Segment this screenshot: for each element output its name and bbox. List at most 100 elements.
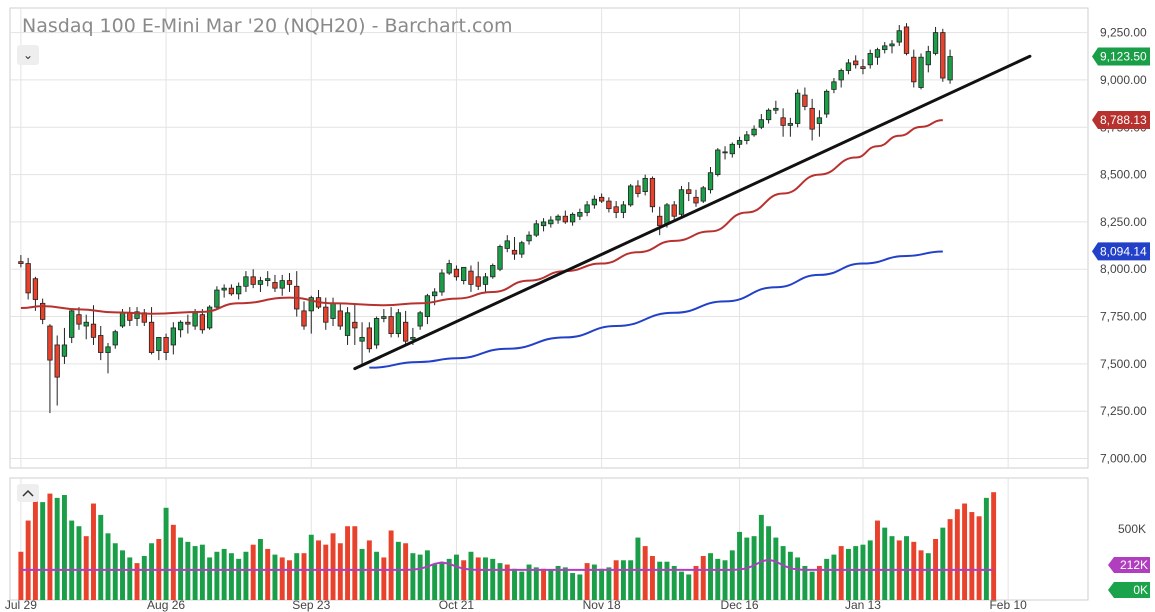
volume-bar: [911, 541, 917, 600]
candle-body: [134, 311, 140, 319]
y-tick-label: 7,250.00: [1100, 404, 1147, 418]
price-tag-text: 8,094.14: [1100, 244, 1147, 258]
volume-bar: [330, 533, 336, 600]
volume-bar: [766, 526, 772, 600]
volume-collapse-button[interactable]: [17, 484, 39, 502]
candle-body: [787, 123, 794, 126]
candle-body: [845, 62, 852, 71]
candle-body: [323, 306, 329, 323]
volume-bar: [751, 536, 757, 600]
volume-bar: [664, 561, 670, 600]
candle-body: [330, 302, 336, 319]
candle-body: [228, 287, 235, 295]
x-tick-label: Sep 23: [292, 598, 330, 612]
candle-body: [265, 278, 271, 281]
candle-body: [148, 321, 155, 353]
candle-body: [896, 30, 902, 43]
candle-body: [526, 234, 532, 242]
volume-bar: [374, 551, 380, 600]
volume-bar: [446, 558, 452, 600]
volume-bar: [61, 495, 67, 600]
candle-body: [439, 272, 445, 293]
candle-body: [736, 140, 743, 145]
volume-bar: [32, 497, 38, 600]
candle-body: [903, 26, 910, 54]
volume-bar: [359, 548, 365, 600]
candle-body: [882, 45, 888, 51]
candle-body: [744, 134, 750, 141]
candle-body: [584, 204, 590, 213]
volume-bar: [483, 557, 488, 600]
candle-body: [765, 109, 772, 121]
candle-body: [540, 221, 547, 227]
volume-bar: [417, 554, 423, 600]
volume-bar: [475, 557, 481, 600]
candle-body: [577, 212, 583, 217]
candle-body: [693, 196, 699, 204]
chart-title: Nasdaq 100 E-Mini Mar '20 (NQH20) - Barc…: [22, 15, 513, 37]
volume-bar: [207, 557, 213, 600]
candle-body: [475, 276, 481, 287]
candle-body: [758, 119, 764, 128]
volume-bar: [642, 546, 648, 600]
volume-bar: [947, 519, 953, 600]
volume-bar: [722, 560, 728, 600]
volume-bar: [134, 563, 140, 600]
candle-body: [352, 321, 358, 329]
volume-bar: [584, 563, 590, 600]
candle-body: [286, 280, 293, 285]
candle-body: [206, 306, 213, 329]
candle-body: [257, 280, 264, 285]
volume-bar: [243, 551, 249, 600]
volume-bar: [381, 557, 387, 600]
x-tick-label: Dec 16: [721, 598, 759, 612]
price-tag: [1092, 242, 1150, 261]
candle-body: [468, 270, 474, 285]
candle-body: [809, 107, 815, 130]
volume-bar: [548, 570, 554, 600]
volume-tag: [1108, 582, 1150, 598]
candle-body: [548, 219, 554, 225]
volume-bar: [25, 520, 31, 600]
volume-bar: [497, 563, 503, 600]
volume-bar: [541, 568, 547, 600]
candle-body: [337, 310, 343, 327]
candle-body: [156, 336, 162, 352]
candle-body: [555, 215, 561, 221]
volume-bar: [649, 556, 655, 600]
candle-body: [453, 268, 460, 278]
volume-bar: [686, 574, 692, 600]
candle-body: [918, 56, 924, 88]
volume-bar: [410, 553, 416, 600]
candle-body: [90, 323, 97, 338]
candle-body: [119, 312, 126, 327]
candle-body: [381, 316, 387, 319]
volume-bar: [461, 560, 467, 600]
volume-bar: [889, 536, 895, 600]
volume-bar: [700, 556, 706, 600]
volume-bar: [708, 553, 713, 600]
volume-bar: [599, 568, 605, 600]
volume-bar: [490, 558, 496, 600]
trendline[interactable]: [353, 54, 1032, 371]
candle-body: [163, 336, 169, 353]
candle-body: [642, 177, 648, 193]
volume-bar: [787, 551, 793, 600]
collapse-chevron-down-icon[interactable]: ⌄: [17, 45, 39, 65]
volume-bar: [983, 497, 989, 600]
volume-bar: [301, 553, 307, 600]
candle-body: [32, 278, 39, 300]
x-tick-label: Aug 26: [147, 598, 185, 612]
candle-body: [569, 213, 576, 223]
volume-tag-text: 212K: [1120, 558, 1148, 572]
volume-bar: [112, 543, 118, 600]
volume-bar: [40, 502, 46, 600]
candle-body: [853, 60, 859, 66]
candle-body: [192, 312, 198, 327]
candle-body: [98, 335, 104, 353]
candle-body: [649, 177, 656, 208]
candle-body: [678, 189, 685, 215]
volume-tag: [1108, 557, 1150, 573]
price-panel-frame: [9, 7, 1089, 469]
